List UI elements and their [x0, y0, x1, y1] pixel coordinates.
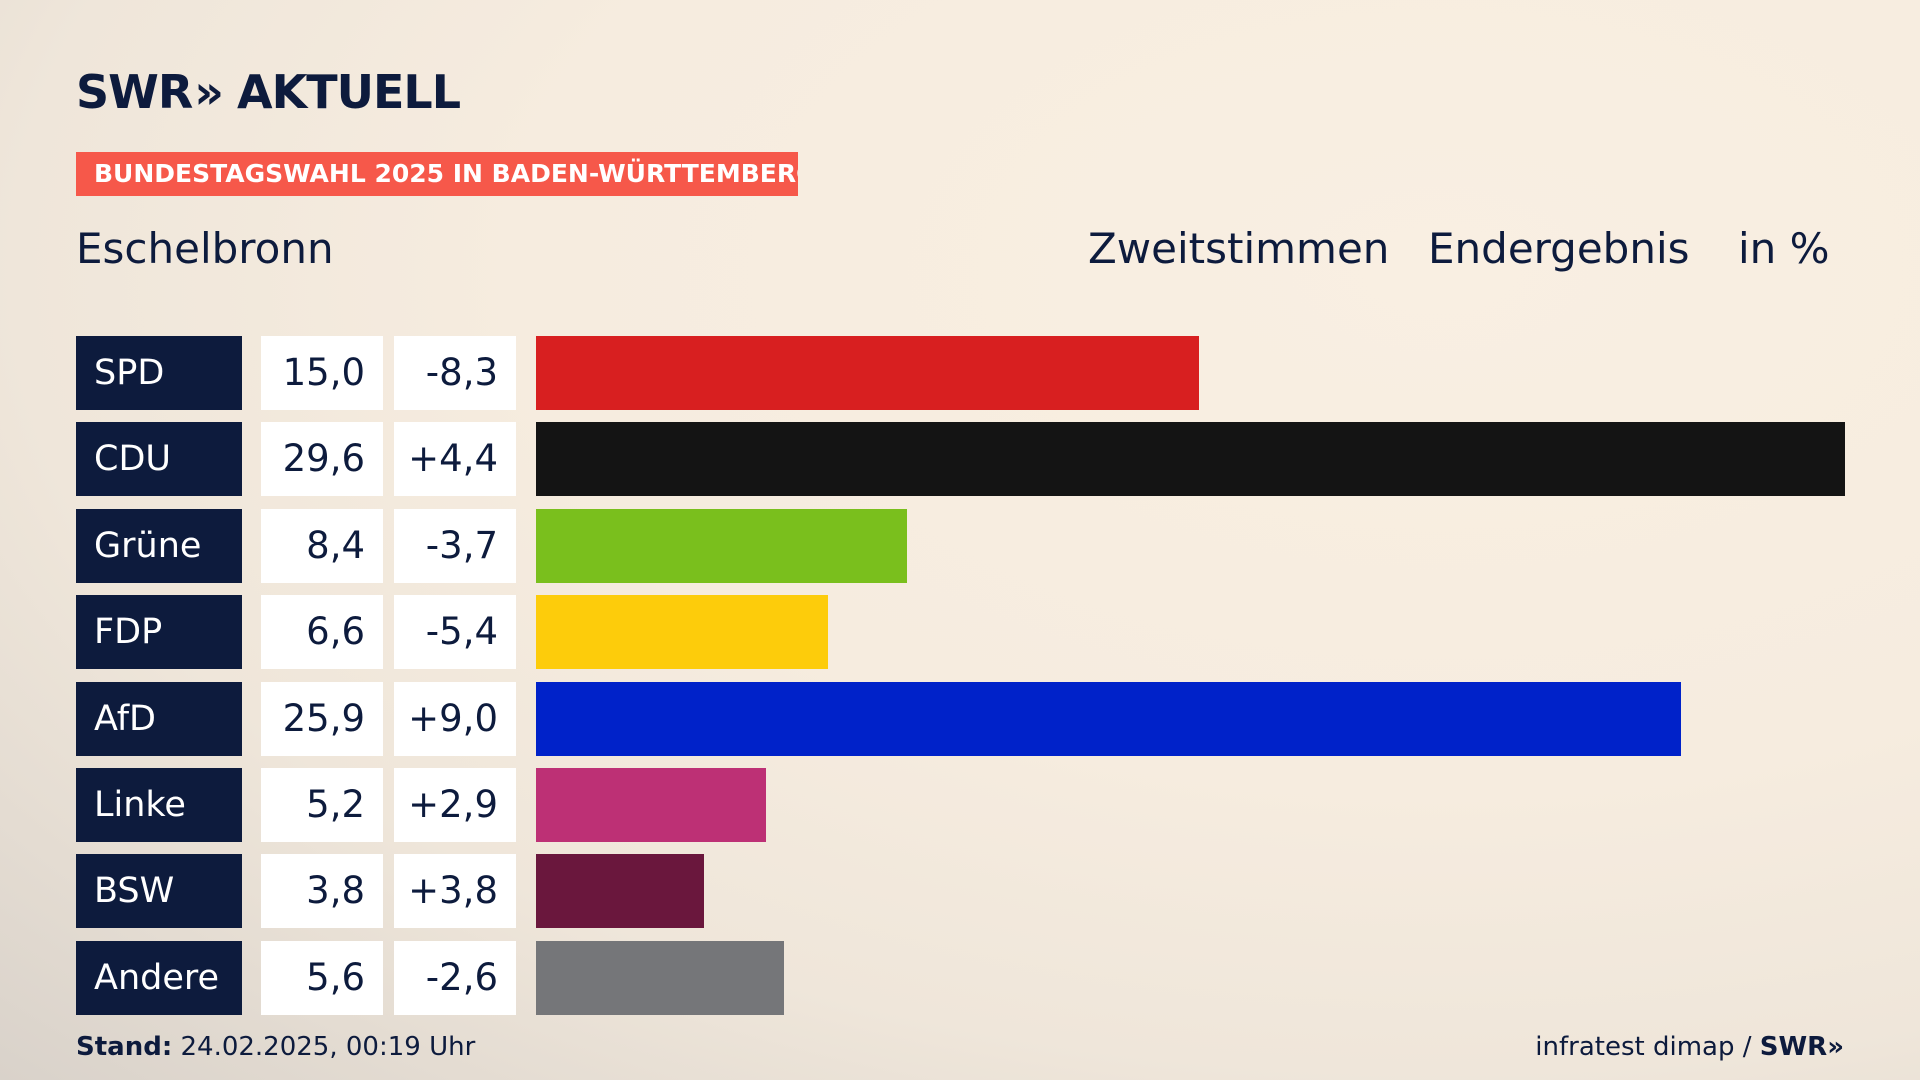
unit-label: in % — [1738, 224, 1830, 273]
source-brand: SWR» — [1759, 1032, 1844, 1062]
result-row: Andere 5,6 -2,6 — [76, 941, 1846, 1015]
vote-share-value: 3,8 — [261, 854, 383, 928]
location-title: Eschelbronn — [76, 224, 334, 273]
vote-share-change: -5,4 — [394, 595, 516, 669]
result-bar — [536, 509, 907, 583]
result-bar — [536, 595, 828, 669]
vote-share-value: 5,6 — [261, 941, 383, 1015]
source-text: infratest dimap / — [1535, 1032, 1752, 1062]
result-row: Linke 5,2 +2,9 — [76, 768, 1846, 842]
logo-brand: SWR — [76, 65, 193, 119]
source-credit: infratest dimap / SWR» — [1535, 1030, 1844, 1064]
vote-share-value: 15,0 — [261, 336, 383, 410]
party-label: CDU — [76, 422, 242, 496]
party-label: BSW — [76, 854, 242, 928]
result-bar — [536, 768, 766, 842]
vote-share-change: -2,6 — [394, 941, 516, 1015]
result-bar — [536, 682, 1681, 756]
vote-share-change: -3,7 — [394, 509, 516, 583]
party-label: Linke — [76, 768, 242, 842]
vote-share-value: 5,2 — [261, 768, 383, 842]
result-bar — [536, 941, 784, 1015]
timestamp-label: Stand: — [76, 1032, 173, 1062]
vote-share-change: +2,9 — [394, 768, 516, 842]
vote-share-value: 25,9 — [261, 682, 383, 756]
election-tagline: BUNDESTAGSWAHL 2025 IN BADEN-WÜRTTEMBERG — [76, 152, 798, 196]
vote-share-change: +9,0 — [394, 682, 516, 756]
vote-share-value: 29,6 — [261, 422, 383, 496]
timestamp: Stand: 24.02.2025, 00:19 Uhr — [76, 1030, 475, 1064]
result-row: Grüne 8,4 -3,7 — [76, 509, 1846, 583]
vote-share-change: -8,3 — [394, 336, 516, 410]
vote-share-change: +4,4 — [394, 422, 516, 496]
result-row: CDU 29,6 +4,4 — [76, 422, 1846, 496]
timestamp-value: 24.02.2025, 00:19 Uhr — [180, 1032, 476, 1062]
result-row: BSW 3,8 +3,8 — [76, 854, 1846, 928]
result-status-label: Endergebnis — [1428, 224, 1690, 273]
party-label: Grüne — [76, 509, 242, 583]
swr-aktuell-logo: SWR» AKTUELL — [76, 64, 461, 120]
party-label: SPD — [76, 336, 242, 410]
party-label: FDP — [76, 595, 242, 669]
result-row: FDP 6,6 -5,4 — [76, 595, 1846, 669]
result-row: SPD 15,0 -8,3 — [76, 336, 1846, 410]
chevron-right-icon: » — [194, 65, 224, 119]
vote-share-value: 6,6 — [261, 595, 383, 669]
vote-share-change: +3,8 — [394, 854, 516, 928]
logo-product: AKTUELL — [237, 65, 461, 119]
result-bar — [536, 854, 704, 928]
party-label: AfD — [76, 682, 242, 756]
result-row: AfD 25,9 +9,0 — [76, 682, 1846, 756]
result-bar — [536, 336, 1199, 410]
vote-type-label: Zweitstimmen — [1088, 224, 1390, 273]
vote-share-value: 8,4 — [261, 509, 383, 583]
party-label: Andere — [76, 941, 242, 1015]
result-bar — [536, 422, 1845, 496]
